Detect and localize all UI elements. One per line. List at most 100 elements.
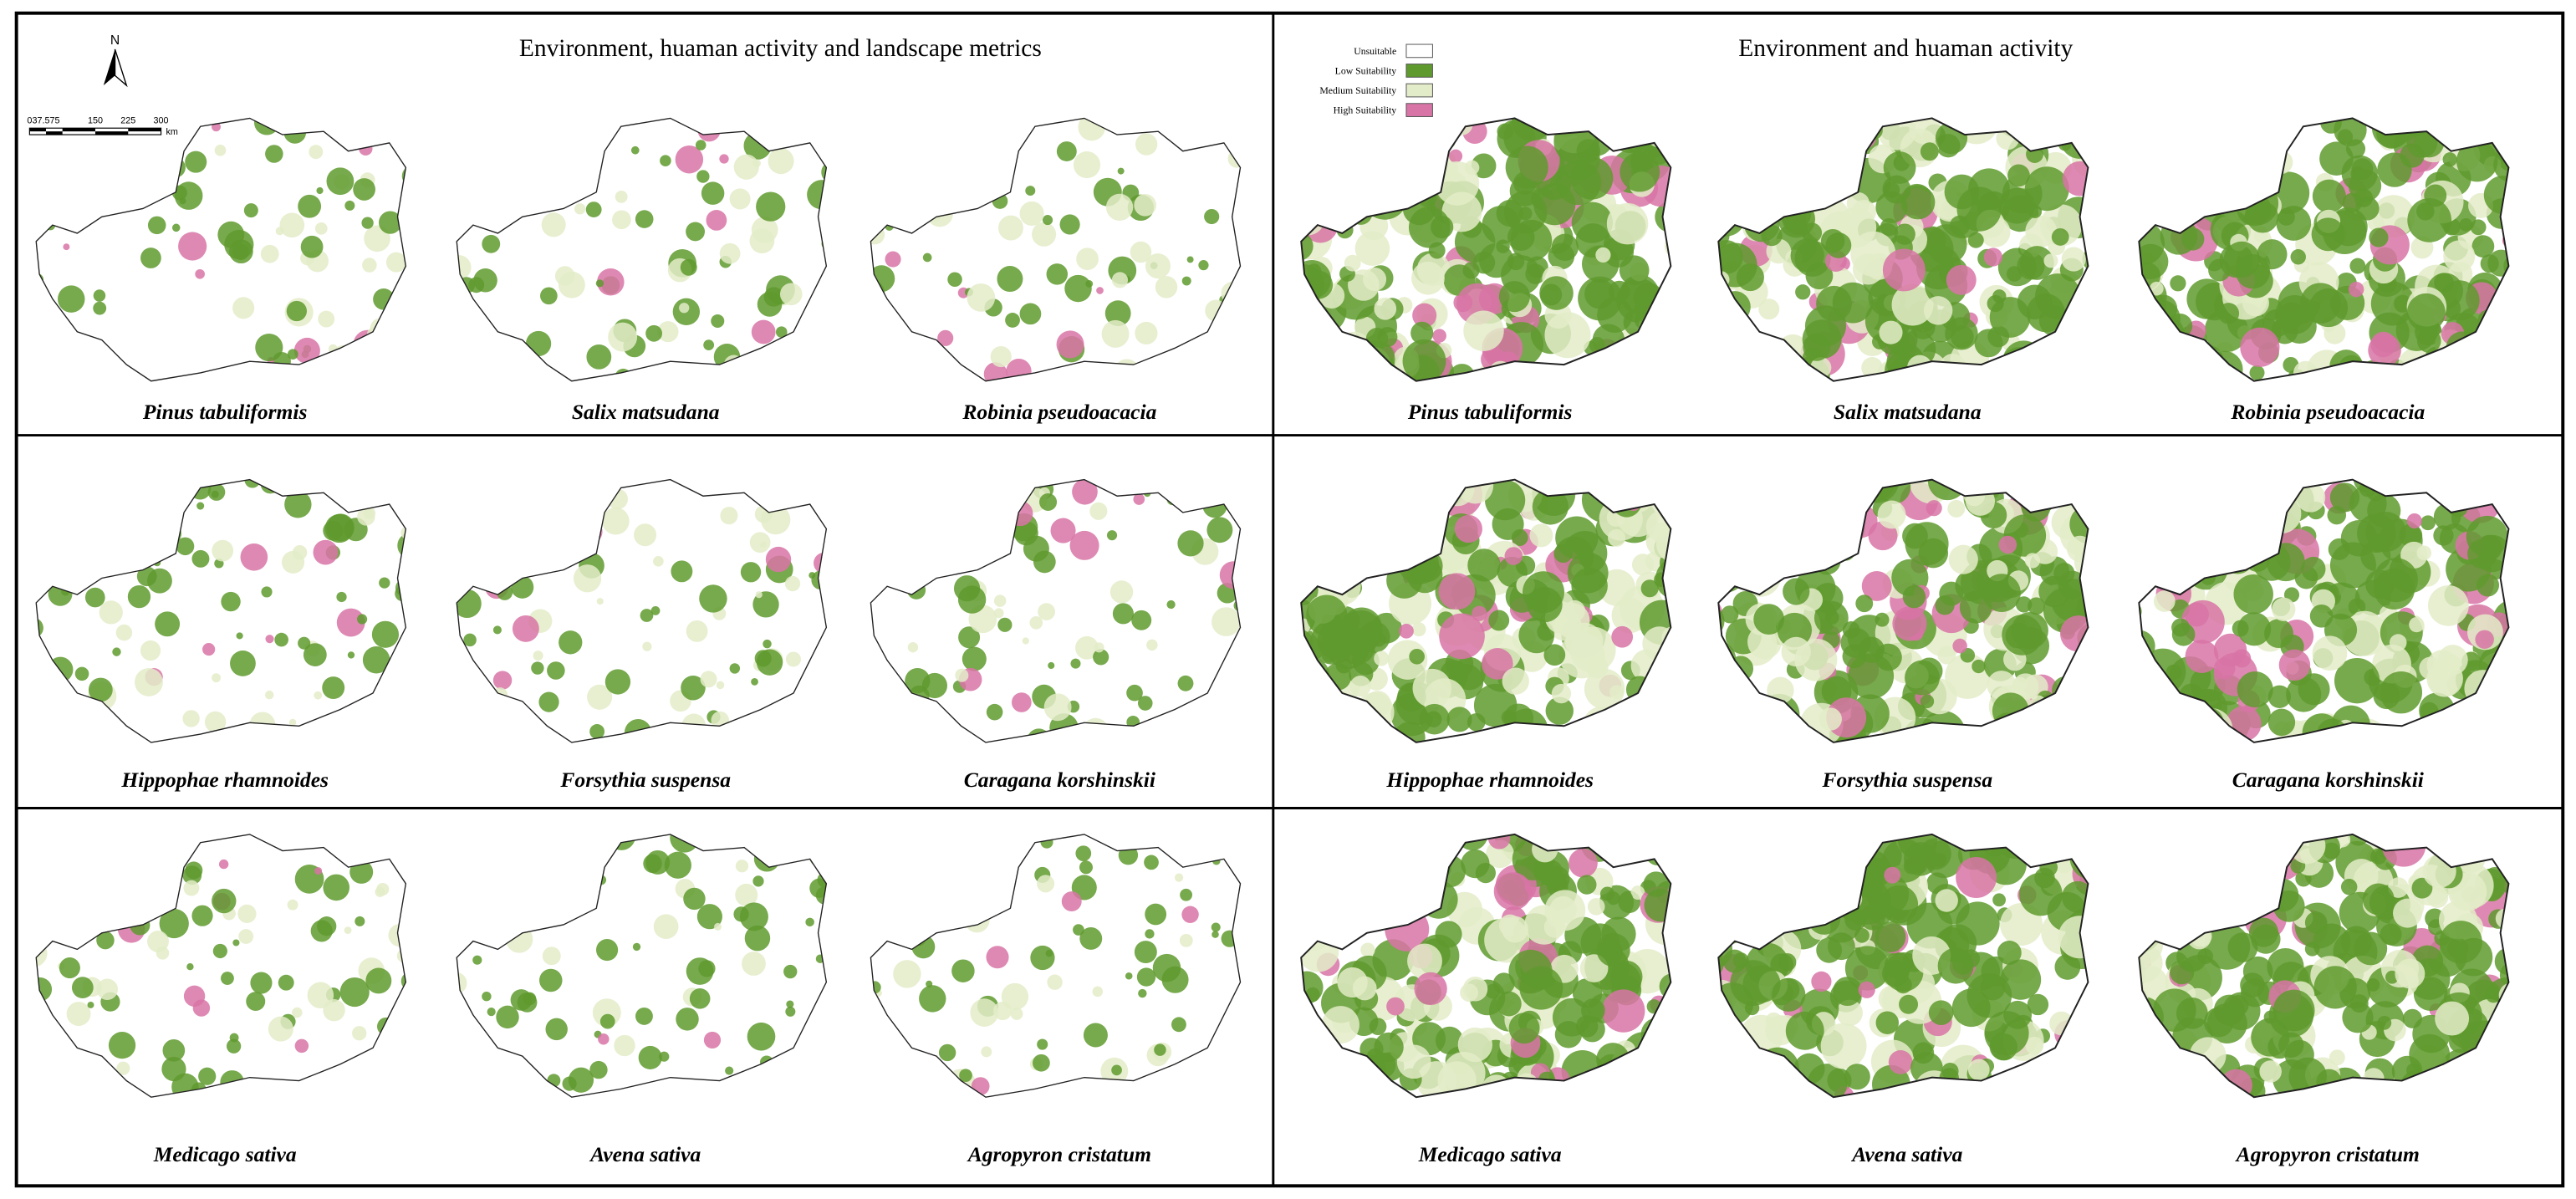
suitability-patch: [771, 118, 796, 142]
suitability-patch: [1920, 710, 1966, 742]
suitability-patch: [675, 145, 704, 174]
suitability-patch: [2450, 479, 2485, 509]
suitability-patch: [336, 591, 347, 603]
suitability-patch: [59, 957, 80, 979]
suitability-patch: [892, 515, 903, 526]
suitability-patch: [1634, 118, 1658, 142]
suitability-patch: [1584, 668, 1625, 710]
suitability-patch: [870, 309, 884, 324]
suitability-patch: [1311, 161, 1355, 204]
suitability-patch: [365, 967, 392, 994]
suitability-map: [1300, 478, 1672, 743]
suitability-patch: [1629, 363, 1658, 381]
suitability-patch: [1402, 339, 1446, 381]
suitability-patch: [1047, 974, 1063, 990]
suitability-patch: [217, 221, 245, 248]
suitability-patch: [2165, 197, 2179, 212]
suitability-patch: [779, 283, 803, 306]
suitability-patch: [2251, 924, 2281, 954]
suitability-patch: [1984, 1011, 2029, 1056]
suitability-patch: [1794, 731, 1809, 742]
suitability-patch: [768, 148, 794, 175]
suitability-patch: [1161, 966, 1189, 993]
suitability-patch: [1792, 494, 1814, 518]
suitability-patch: [2052, 336, 2088, 371]
suitability-patch: [2369, 533, 2388, 552]
suitability-map: [2138, 478, 2510, 743]
suitability-patch: [598, 1033, 610, 1045]
suitability-patch: [1322, 1080, 1344, 1098]
suitability-patch: [2354, 931, 2388, 966]
suitability-patch: [2446, 118, 2482, 148]
suitability-patch: [1069, 530, 1099, 560]
suitability-patch: [2349, 994, 2369, 1013]
suitability-patch: [933, 365, 942, 375]
suitability-patch: [711, 711, 729, 730]
suitability-patch: [2252, 543, 2291, 581]
suitability-patch: [2081, 581, 2089, 602]
suitability-patch: [2493, 1078, 2509, 1098]
suitability-patch: [1718, 933, 1726, 950]
suitability-patch: [1983, 247, 2003, 267]
suitability-patch: [2167, 196, 2196, 224]
suitability-patch: [1350, 551, 1368, 569]
suitability-patch: [283, 121, 307, 144]
suitability-patch: [2422, 854, 2456, 888]
suitability-patch: [2167, 522, 2184, 538]
suitability-patch: [1809, 124, 1824, 140]
species-label: Robinia pseudoacacia: [2230, 400, 2425, 424]
suitability-patch: [2214, 479, 2243, 495]
suitability-patch: [2278, 1032, 2304, 1059]
suitability-patch: [719, 242, 741, 264]
suitability-patch: [1980, 975, 2006, 1001]
suitability-patch: [703, 339, 715, 351]
suitability-patch: [1310, 166, 1344, 199]
suitability-patch: [1602, 834, 1627, 851]
suitability-patch: [525, 330, 552, 357]
suitability-patch: [1374, 297, 1397, 320]
suitability-patch: [1998, 535, 2017, 554]
suitability-patch: [1375, 727, 1401, 742]
suitability-patch: [1718, 875, 1736, 898]
suitability-map: [1717, 478, 2089, 743]
suitability-patch: [632, 942, 641, 952]
suitability-patch: [1061, 891, 1082, 912]
suitability-patch: [238, 929, 254, 944]
suitability-patch: [1626, 347, 1649, 369]
suitability-patch: [2240, 327, 2280, 367]
suitability-patch: [480, 169, 495, 184]
suitability-patch: [1956, 857, 1997, 898]
suitability-patch: [2208, 514, 2232, 538]
suitability-patch: [2249, 365, 2265, 380]
suitability-patch: [1435, 921, 1462, 948]
suitability-patch: [2329, 542, 2376, 589]
suitability-patch: [457, 1033, 470, 1054]
suitability-patch: [2058, 916, 2089, 959]
suitability-patch: [986, 703, 1003, 721]
suitability-patch: [1070, 658, 1081, 669]
suitability-patch: [1327, 709, 1351, 733]
suitability-patch: [1346, 138, 1393, 185]
suitability-patch: [96, 978, 119, 1000]
suitability-patch: [1757, 149, 1802, 194]
suitability-patch: [607, 488, 628, 510]
suitability-patch: [2146, 911, 2161, 926]
suitability-patch: [706, 210, 727, 231]
suitability-patch: [2348, 281, 2364, 298]
species-label: Agropyron cristatum: [2235, 1142, 2420, 1166]
suitability-patch: [212, 673, 222, 683]
suitability-patch: [1411, 261, 1445, 295]
suitability-patch: [744, 925, 771, 952]
suitability-patch: [2147, 557, 2177, 587]
suitability-patch: [2475, 479, 2502, 504]
suitability-patch: [1037, 875, 1055, 893]
suitability-patch: [1303, 323, 1339, 358]
suitability-patch: [599, 1013, 615, 1029]
suitability-patch: [243, 203, 258, 218]
suitability-patch: [967, 283, 996, 312]
suitability-patch: [2354, 188, 2373, 207]
suitability-patch: [640, 609, 654, 622]
suitability-patch: [1141, 837, 1152, 847]
suitability-patch: [66, 1002, 91, 1026]
suitability-patch: [1089, 502, 1108, 520]
